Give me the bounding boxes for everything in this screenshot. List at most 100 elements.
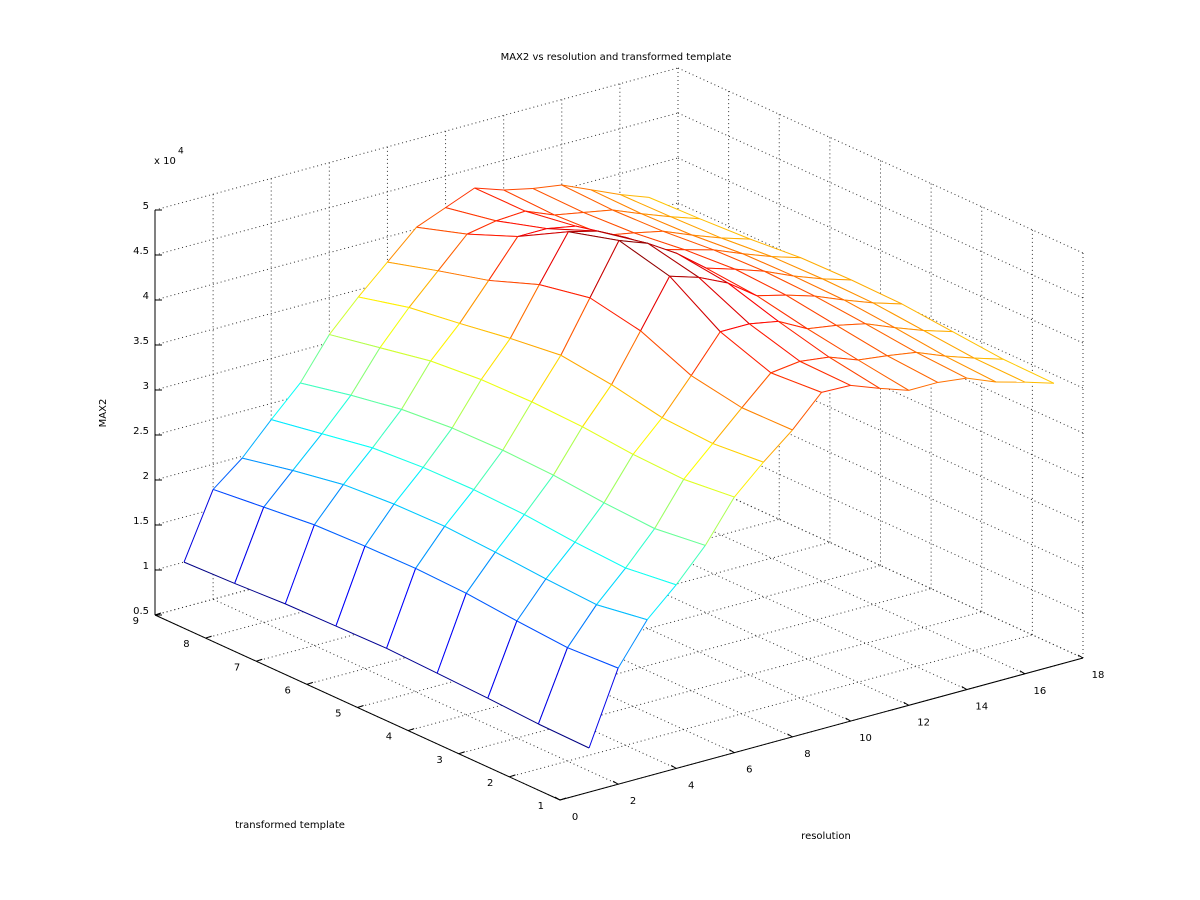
mesh-cell (684, 249, 765, 272)
mesh-cell (561, 185, 642, 214)
mesh-edge (480, 338, 511, 380)
mesh-cell (828, 357, 909, 391)
mesh-cell (873, 302, 953, 332)
mesh-edge (473, 449, 504, 490)
y-tick-label: 5 (335, 709, 341, 720)
mesh-cell (604, 454, 684, 529)
mesh-edge (901, 303, 953, 333)
mesh-cell (372, 409, 453, 468)
mesh-edge (459, 280, 490, 324)
mesh-edge (952, 331, 1004, 360)
mesh-edge (741, 372, 772, 409)
z-tick-label: 1.5 (133, 516, 149, 527)
mesh-edge (487, 697, 539, 725)
mesh-edge (560, 297, 591, 356)
x-tick (554, 796, 561, 801)
z-tick-label: 5 (143, 201, 149, 212)
mesh-edge (567, 647, 619, 669)
mesh-edge (908, 381, 938, 391)
mesh-edge (713, 249, 765, 272)
mesh-edge (923, 330, 975, 359)
mesh-cell (343, 447, 424, 505)
mesh-edge (263, 470, 294, 508)
mesh-edge (749, 323, 801, 362)
mesh-edge (828, 356, 880, 389)
mesh-edge (879, 387, 909, 391)
mesh-edge (640, 330, 692, 377)
mesh-edge (212, 457, 243, 490)
mesh-cell (670, 216, 751, 240)
mesh-cell (589, 240, 670, 331)
mesh-edge (625, 567, 677, 586)
mesh-edge (915, 351, 968, 379)
mesh-cell (894, 327, 975, 359)
mesh-edge (183, 561, 235, 584)
mesh-edge (640, 275, 671, 332)
x-tick-label: 14 (975, 702, 988, 713)
mesh-edge (583, 212, 635, 234)
y-tick-label: 9 (133, 616, 139, 627)
mesh-edge (445, 207, 497, 222)
mesh-edge (437, 233, 468, 272)
mesh-cell (401, 361, 482, 429)
mesh-edge (313, 484, 344, 526)
mesh-edge (502, 401, 533, 451)
mesh-edge (516, 578, 547, 622)
mesh-edge (733, 461, 764, 498)
z-tick-label: 4 (143, 291, 149, 302)
mesh-edge (494, 514, 525, 553)
mesh-edge (705, 267, 758, 297)
mesh-cell (292, 433, 373, 485)
mesh-edge (836, 323, 866, 326)
mesh-edge (350, 347, 381, 396)
mesh-cell (568, 231, 649, 244)
x-tick (787, 733, 793, 738)
mesh-edge (539, 284, 591, 299)
y-tick (154, 612, 162, 616)
mesh-edge (329, 334, 381, 349)
mesh-edge (641, 213, 671, 218)
mesh-edge (799, 356, 830, 362)
mesh-edge (590, 189, 642, 215)
mesh-edge (546, 225, 576, 230)
mesh-cell (488, 231, 569, 285)
mesh-edge (582, 384, 612, 428)
mesh-edge (588, 667, 619, 749)
mesh-edge (619, 194, 671, 218)
mesh-cell (974, 358, 1054, 384)
mesh-edge (553, 474, 605, 504)
mesh-edge (408, 270, 439, 308)
mesh-edge (358, 296, 410, 308)
mesh-edge (756, 294, 786, 297)
mesh-edge (523, 474, 554, 515)
mesh-edge (641, 213, 693, 236)
mesh-edge (690, 331, 721, 376)
mesh-edge (770, 360, 801, 374)
y-tick (306, 681, 314, 685)
mesh-edge (778, 320, 808, 330)
mesh-edge (488, 279, 540, 286)
mesh-cell (640, 276, 721, 376)
mesh-edge (785, 294, 815, 297)
y-tick (205, 635, 212, 639)
mesh-cell (553, 426, 634, 503)
mesh-edge (546, 228, 598, 232)
mesh-edge (619, 193, 649, 198)
mesh-edge (444, 489, 475, 527)
mesh-edge (749, 320, 779, 325)
mesh-cell (583, 209, 664, 233)
mesh-edge (183, 489, 214, 563)
mesh-edge (770, 372, 822, 393)
mesh-edge (699, 218, 751, 240)
z-tick-label: 3.5 (133, 336, 149, 347)
mesh-edge (632, 453, 684, 480)
z-tick-label: 0.5 (133, 606, 149, 617)
mesh-edge (807, 324, 837, 330)
mesh-cell (574, 502, 655, 569)
mesh-cell (741, 372, 822, 430)
y-tick (559, 797, 567, 801)
mesh-edge (793, 275, 845, 301)
mesh-edge (676, 253, 728, 284)
y-tick-label: 6 (285, 685, 291, 696)
mesh-edge (684, 249, 736, 270)
